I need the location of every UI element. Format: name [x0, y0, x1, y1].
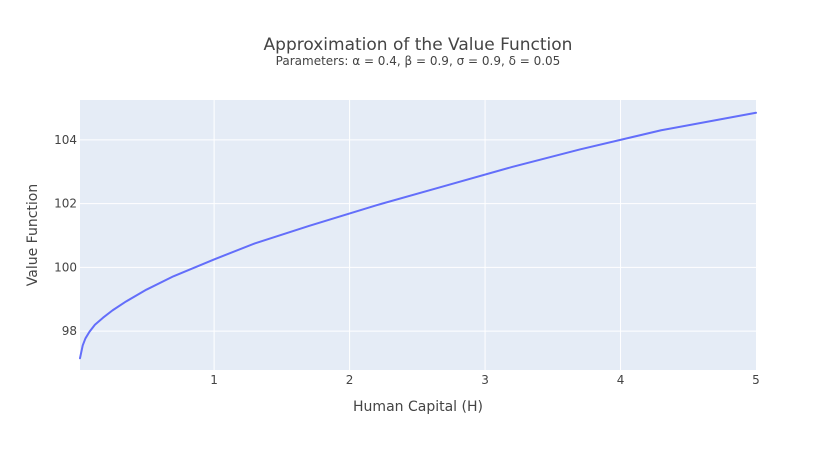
x-tick-label: 4 [617, 373, 625, 387]
value-function-line [79, 111, 757, 360]
chart-title: Approximation of the Value Function [264, 35, 573, 55]
plot-area [80, 100, 756, 370]
x-tick-label: 3 [481, 373, 489, 387]
tick-labels: 1 2 3 4 5 98 100 102 104 [54, 133, 760, 387]
y-tick-label: 98 [62, 324, 77, 338]
x-tick-label: 2 [346, 373, 354, 387]
series-layer [79, 111, 757, 360]
y-tick-label: 102 [54, 197, 77, 211]
y-tick-label: 100 [54, 260, 77, 274]
chart-subtitle: Parameters: α = 0.4, β = 0.9, σ = 0.9, δ… [276, 54, 561, 68]
x-axis-label: Human Capital (H) [353, 399, 483, 415]
gridlines [80, 100, 756, 370]
y-tick-label: 104 [54, 133, 77, 147]
x-tick-label: 1 [210, 373, 218, 387]
x-tick-label: 5 [752, 373, 760, 387]
y-axis-label: Value Function [25, 184, 41, 286]
